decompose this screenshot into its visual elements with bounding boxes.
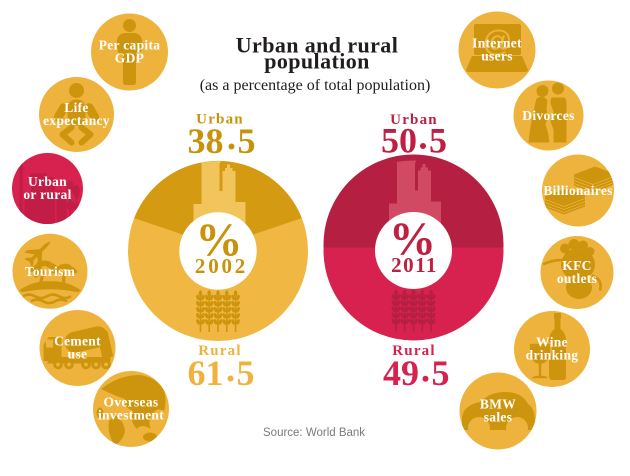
svg-text:Per capita: Per capita bbox=[99, 38, 161, 53]
svg-text:(as a percentage of total popu: (as a percentage of total population) bbox=[200, 77, 431, 94]
svg-text:Tourism: Tourism bbox=[25, 264, 76, 279]
svg-text:2002: 2002 bbox=[195, 254, 248, 278]
svg-text:outlets: outlets bbox=[557, 271, 597, 286]
svg-text:investment: investment bbox=[98, 407, 164, 422]
svg-text:38: 38 bbox=[188, 121, 224, 161]
svg-text:BMW: BMW bbox=[480, 397, 516, 412]
svg-text:5: 5 bbox=[237, 353, 255, 393]
svg-text:Rural: Rural bbox=[198, 343, 242, 359]
svg-text:Urban: Urban bbox=[390, 112, 438, 128]
svg-text:Urban and rural: Urban and rural bbox=[236, 32, 398, 57]
svg-text:2011: 2011 bbox=[391, 253, 438, 277]
svg-text:5: 5 bbox=[429, 121, 447, 161]
svg-text:or rural: or rural bbox=[23, 187, 71, 202]
svg-text:use: use bbox=[68, 346, 88, 361]
svg-text:Divorces: Divorces bbox=[522, 108, 574, 123]
svg-text:KFC: KFC bbox=[562, 258, 591, 273]
svg-text:sales: sales bbox=[484, 409, 513, 424]
svg-text:drinking: drinking bbox=[526, 347, 579, 362]
svg-text:Rural: Rural bbox=[392, 343, 436, 359]
svg-text:Internet: Internet bbox=[472, 36, 522, 51]
svg-text:Billionaires: Billionaires bbox=[543, 183, 612, 198]
svg-text:population: population bbox=[264, 49, 370, 74]
svg-text:GDP: GDP bbox=[115, 50, 144, 65]
svg-text:Urban: Urban bbox=[196, 112, 244, 128]
svg-text:50: 50 bbox=[381, 121, 417, 161]
svg-text:users: users bbox=[481, 48, 513, 63]
svg-text:5: 5 bbox=[238, 121, 256, 161]
svg-text:%: % bbox=[196, 214, 243, 266]
svg-text:Cement: Cement bbox=[54, 334, 101, 349]
svg-text:5: 5 bbox=[432, 353, 450, 393]
svg-text:Overseas: Overseas bbox=[104, 395, 159, 410]
svg-text:Urban: Urban bbox=[28, 174, 67, 189]
svg-text:61: 61 bbox=[188, 353, 224, 393]
svg-text:%: % bbox=[389, 213, 436, 265]
svg-text:expectancy: expectancy bbox=[43, 113, 110, 128]
svg-text:49: 49 bbox=[383, 353, 419, 393]
svg-text:Wine: Wine bbox=[536, 335, 568, 350]
svg-text:Life: Life bbox=[64, 100, 88, 115]
svg-text:@: @ bbox=[482, 25, 512, 58]
svg-text:Source: World Bank: Source: World Bank bbox=[263, 427, 365, 439]
